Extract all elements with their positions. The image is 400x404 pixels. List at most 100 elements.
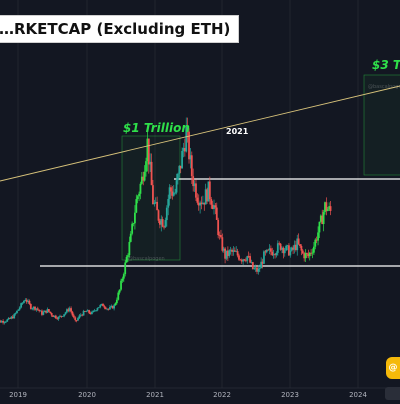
candle-body-57 — [71, 311, 74, 316]
peak-year-label: 2021 — [226, 127, 249, 136]
candle-body-168 — [225, 250, 228, 259]
candle-body-222 — [300, 246, 303, 251]
candle-body-85 — [110, 305, 113, 307]
watermark-1: @bascalpogen — [128, 256, 165, 262]
candle-body-81 — [104, 307, 107, 309]
candle-body-96 — [125, 256, 128, 263]
candle-body-75 — [96, 308, 99, 311]
candle-body-225 — [304, 253, 307, 259]
candle-body-52 — [64, 312, 67, 315]
candle-body-213 — [288, 245, 290, 256]
three-trillion-bracket — [363, 74, 400, 176]
candle-body-165 — [221, 237, 224, 251]
candle-body-150 — [200, 202, 203, 205]
candle-body-11 — [7, 318, 10, 320]
candle-body-237 — [321, 215, 324, 225]
candle-body-172 — [231, 249, 233, 252]
candle-body-26 — [28, 300, 31, 305]
candle-body-59 — [74, 317, 77, 321]
candle-body-161 — [215, 207, 218, 220]
candle-body-17 — [16, 310, 18, 314]
candle-body-105 — [138, 193, 140, 197]
candle-body-178 — [239, 259, 242, 261]
candle-body-187 — [251, 262, 254, 270]
candle-body-64 — [81, 314, 84, 316]
candle-body-238 — [322, 212, 325, 225]
candle-body-154 — [206, 189, 208, 202]
candle-body-236 — [319, 215, 322, 222]
candle-body-83 — [107, 308, 110, 310]
candle-body-207 — [279, 243, 282, 250]
candle-body-111 — [146, 138, 149, 162]
candle-body-152 — [203, 202, 206, 205]
candle-body-200 — [269, 248, 272, 252]
candle-body-210 — [283, 250, 286, 254]
candle-body-188 — [253, 268, 256, 270]
candle-body-134 — [178, 165, 181, 174]
candle-body-181 — [243, 259, 246, 261]
candle-body-176 — [236, 251, 239, 256]
candle-body-16 — [14, 313, 17, 315]
horizontal-levels — [40, 178, 400, 267]
candle-body-166 — [222, 248, 225, 251]
candle-body-42 — [50, 313, 53, 316]
candle-body-175 — [235, 251, 238, 252]
candle-body-116 — [153, 202, 156, 205]
grid — [17, 0, 359, 388]
candle-body-234 — [317, 232, 319, 241]
watermark-2: @bascalpogen — [368, 84, 400, 90]
candle-body-218 — [294, 244, 297, 251]
candle-body-202 — [272, 254, 275, 256]
candle-body-127 — [168, 187, 171, 200]
candle-body-232 — [314, 239, 317, 247]
candle-body-35 — [41, 310, 43, 315]
candle-body-174 — [233, 250, 236, 252]
candle-body-33 — [38, 309, 41, 311]
candle-body-10 — [6, 319, 9, 322]
candle-body-125 — [165, 207, 168, 221]
candle-body-50 — [61, 316, 64, 317]
candle-body-40 — [47, 309, 50, 312]
candle-body-219 — [296, 238, 299, 251]
candle-body-32 — [36, 308, 39, 310]
candle-body-220 — [297, 238, 300, 245]
candle-body-90 — [117, 292, 120, 300]
candle-body-95 — [124, 262, 127, 275]
candle-body-184 — [247, 256, 250, 257]
candle-body-201 — [271, 251, 274, 256]
candle-body-55 — [68, 308, 71, 311]
candle-body-41 — [49, 311, 52, 314]
candle-body-164 — [220, 235, 222, 238]
candle-body-61 — [77, 318, 79, 321]
candle-body-44 — [53, 315, 56, 318]
candle-body-20 — [20, 303, 23, 308]
candle-body-86 — [111, 305, 114, 309]
candle-body-31 — [35, 308, 38, 310]
candle-body-14 — [11, 316, 14, 319]
candle-body-136 — [181, 150, 183, 169]
candle-body-226 — [306, 253, 308, 254]
candle-body-167 — [224, 248, 226, 259]
candle-body-8 — [3, 322, 6, 323]
candle-body-63 — [79, 314, 82, 316]
candle-body-80 — [103, 306, 106, 308]
candle-body-126 — [167, 199, 170, 208]
candle-body-224 — [303, 253, 306, 259]
candle-body-133 — [177, 173, 179, 181]
candle-body-189 — [254, 267, 257, 269]
candle-body-15 — [13, 314, 16, 319]
candle-body-109 — [143, 171, 146, 181]
candle-body-173 — [232, 250, 235, 252]
candle-body-119 — [157, 210, 160, 221]
tradingview-badge-icon[interactable]: @ — [386, 357, 400, 379]
candle-body-76 — [97, 307, 100, 309]
candle-body-39 — [46, 309, 49, 313]
candle-body-73 — [93, 310, 96, 312]
candle-body-182 — [245, 260, 247, 262]
candle-body-98 — [128, 241, 131, 256]
candle-body-235 — [318, 221, 321, 233]
candle-body-140 — [186, 127, 189, 132]
candle-body-141 — [188, 131, 190, 160]
candle-body-9 — [4, 321, 7, 323]
candle-body-69 — [88, 310, 91, 313]
